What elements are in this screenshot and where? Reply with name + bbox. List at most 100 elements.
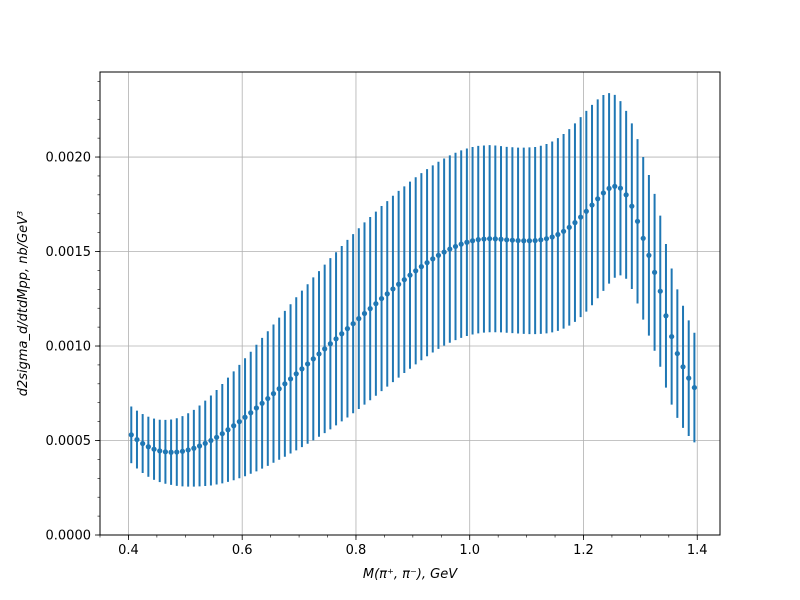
data-point xyxy=(458,241,464,247)
data-point xyxy=(498,236,504,242)
data-point xyxy=(185,447,191,453)
data-point xyxy=(174,449,180,455)
data-point xyxy=(509,237,515,243)
x-tick-label: 0.8 xyxy=(346,543,367,558)
data-point xyxy=(162,449,169,455)
x-tick-label: 1.2 xyxy=(573,543,594,558)
data-point xyxy=(128,432,134,438)
data-point xyxy=(259,400,265,406)
data-points xyxy=(128,183,698,455)
data-point xyxy=(242,414,248,420)
x-tick-label: 1.0 xyxy=(459,543,480,558)
data-point xyxy=(396,281,402,287)
data-point xyxy=(583,208,589,214)
data-point xyxy=(418,264,424,270)
data-point xyxy=(378,295,385,302)
data-point xyxy=(435,252,442,258)
data-point xyxy=(606,185,612,192)
y-tick-label: 0.0000 xyxy=(46,529,92,544)
data-point xyxy=(600,190,606,196)
data-point xyxy=(225,427,231,433)
plot-frame xyxy=(99,71,721,536)
y-tick-label: 0.0015 xyxy=(46,245,92,260)
data-point xyxy=(287,376,294,382)
data-point xyxy=(407,272,413,278)
data-point xyxy=(526,238,533,244)
data-point xyxy=(504,237,510,243)
data-point xyxy=(231,423,237,429)
data-point xyxy=(612,183,618,189)
data-point xyxy=(316,351,322,357)
data-point xyxy=(521,238,527,244)
data-point xyxy=(623,192,629,198)
data-point xyxy=(669,333,675,340)
data-point xyxy=(424,260,430,266)
data-point xyxy=(305,361,311,367)
data-point xyxy=(299,366,305,372)
data-point xyxy=(367,306,373,312)
data-point xyxy=(595,196,601,202)
x-tick-label: 1.4 xyxy=(687,543,708,558)
x-axis-label: M(π⁺, π⁻), GeV xyxy=(363,567,458,582)
data-point xyxy=(157,448,163,454)
data-point xyxy=(629,203,635,209)
y-tick-label: 0.0020 xyxy=(46,151,92,166)
axis-ticks: 0.4 0.6 0.8 1.0 1.2 1.4 0.0000 0.0005 0.0010 0.00… xyxy=(46,81,708,558)
data-point xyxy=(640,235,646,241)
data-point xyxy=(492,236,498,242)
data-point xyxy=(168,449,174,455)
data-point xyxy=(145,444,151,450)
data-point xyxy=(270,391,277,397)
data-point xyxy=(356,316,362,322)
data-point xyxy=(373,301,379,307)
data-point xyxy=(538,237,544,243)
data-point xyxy=(578,214,584,220)
data-point xyxy=(532,237,538,244)
data-point xyxy=(384,291,390,297)
data-point xyxy=(691,384,698,391)
data-point xyxy=(134,436,140,443)
data-point xyxy=(487,236,493,242)
data-point xyxy=(219,431,225,437)
data-point xyxy=(151,446,157,452)
data-point xyxy=(674,350,680,357)
data-point xyxy=(322,346,328,352)
data-point xyxy=(589,202,595,208)
data-point xyxy=(572,220,578,226)
data-point xyxy=(447,246,453,252)
data-point xyxy=(515,237,521,244)
data-point xyxy=(566,224,572,230)
data-point xyxy=(441,249,447,255)
y-axis-label: d2sigma_d/dtdMpp, nb/GeV³ xyxy=(16,211,31,397)
data-point xyxy=(179,448,186,454)
data-point xyxy=(549,234,555,240)
data-point xyxy=(452,243,459,250)
x-tick-label: 0.6 xyxy=(232,543,253,558)
data-point xyxy=(390,286,396,292)
data-point xyxy=(196,443,203,449)
data-point xyxy=(413,268,419,274)
data-point xyxy=(344,326,351,332)
data-point xyxy=(265,395,271,402)
data-point xyxy=(276,386,282,392)
data-point xyxy=(333,336,339,342)
data-point xyxy=(657,288,663,294)
data-point xyxy=(475,237,481,243)
data-point xyxy=(361,310,368,317)
data-point xyxy=(481,236,487,242)
data-point xyxy=(214,434,220,440)
data-point xyxy=(327,341,333,347)
data-point xyxy=(282,381,288,387)
data-point xyxy=(646,252,652,258)
data-point xyxy=(236,419,242,425)
x-tick-label: 0.4 xyxy=(118,543,139,558)
data-point xyxy=(617,185,624,191)
data-point xyxy=(560,228,567,234)
data-point xyxy=(350,321,356,327)
data-point xyxy=(339,331,345,337)
data-point xyxy=(430,256,436,262)
data-point xyxy=(555,231,561,238)
data-point xyxy=(401,277,407,283)
data-point xyxy=(248,410,254,416)
